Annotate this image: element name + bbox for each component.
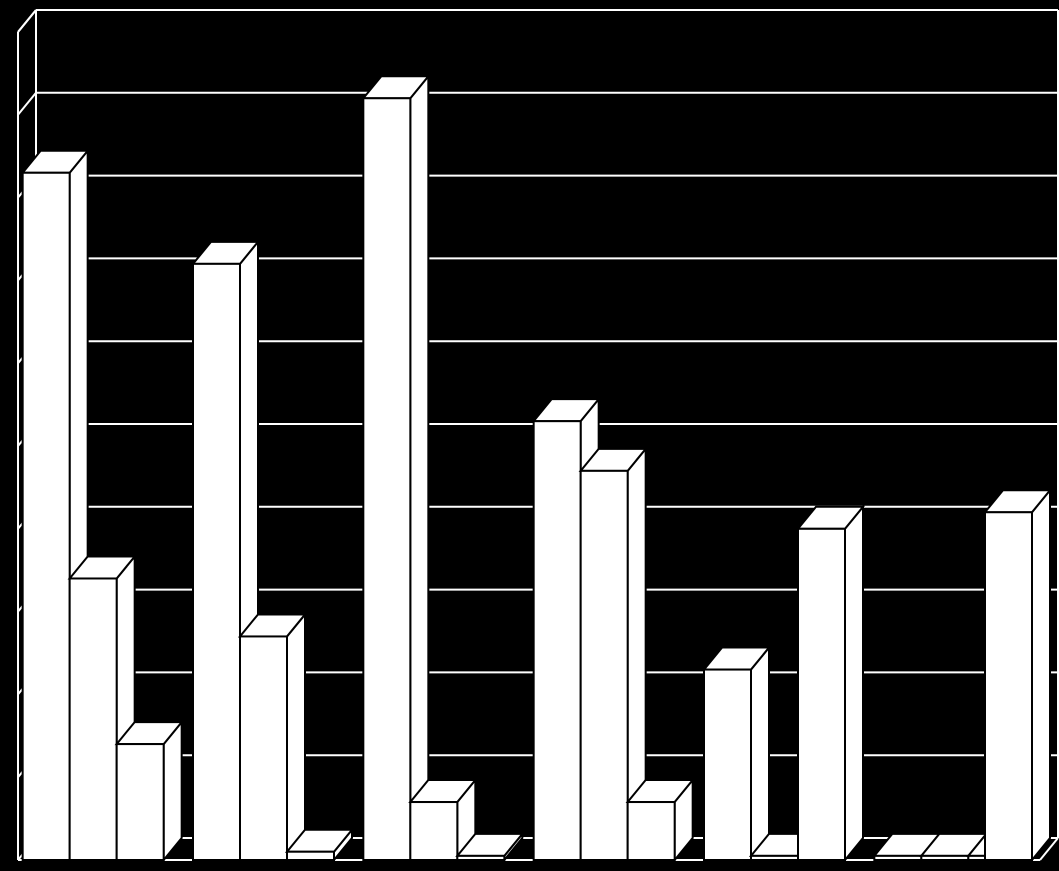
bar-g1-1 [240, 614, 305, 860]
bar-g3-2 [628, 780, 693, 860]
bar-g4-0 [704, 648, 769, 860]
bar-g4-2 [798, 507, 863, 860]
bar-chart-3d [0, 0, 1059, 871]
bar-extra-0 [985, 490, 1050, 860]
bar-g2-0 [363, 76, 428, 860]
bar-g0-2 [117, 722, 182, 860]
